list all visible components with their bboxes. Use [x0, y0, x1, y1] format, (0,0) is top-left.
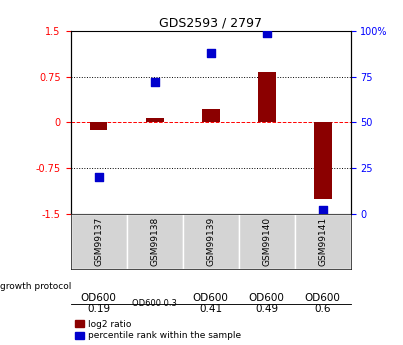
Legend: log2 ratio, percentile rank within the sample: log2 ratio, percentile rank within the s… — [75, 320, 241, 341]
Text: OD600
0.49: OD600 0.49 — [249, 293, 285, 314]
Text: OD600 0.3: OD600 0.3 — [132, 299, 177, 308]
Point — [264, 30, 270, 36]
Bar — [89, 122, 108, 130]
Bar — [239, 214, 295, 269]
Bar — [71, 214, 127, 269]
Bar — [183, 214, 239, 269]
Point — [152, 79, 158, 85]
Text: OD600
0.41: OD600 0.41 — [193, 293, 229, 314]
Bar — [258, 72, 276, 122]
Text: GSM99140: GSM99140 — [262, 217, 271, 266]
Bar — [127, 214, 183, 269]
Point — [95, 175, 102, 180]
Title: GDS2593 / 2797: GDS2593 / 2797 — [159, 17, 262, 30]
Bar — [145, 118, 164, 122]
Bar — [202, 109, 220, 122]
Bar — [314, 122, 332, 199]
Text: GSM99137: GSM99137 — [94, 217, 103, 266]
Point — [208, 50, 214, 56]
Text: OD600
0.19: OD600 0.19 — [81, 293, 116, 314]
Point — [320, 207, 326, 213]
Text: GSM99141: GSM99141 — [318, 217, 327, 266]
Text: OD600
0.6: OD600 0.6 — [305, 293, 341, 314]
Text: GSM99139: GSM99139 — [206, 217, 215, 266]
Text: growth protocol: growth protocol — [0, 282, 71, 291]
Text: GSM99138: GSM99138 — [150, 217, 159, 266]
Bar — [295, 214, 351, 269]
